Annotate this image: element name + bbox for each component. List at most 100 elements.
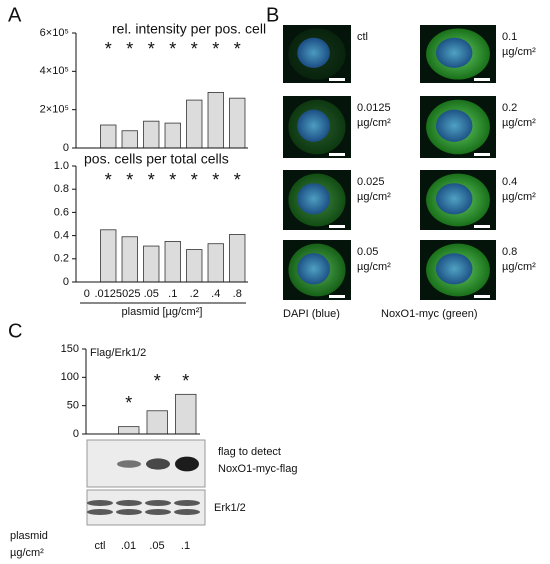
x-tick-label: .0125: [94, 288, 122, 300]
x-tick-label: .025: [119, 288, 140, 300]
x-tick-label: 0: [84, 288, 90, 300]
image-label: µg/cm²: [357, 191, 391, 203]
bar: [164, 240, 181, 283]
cell-nucleus: [297, 37, 330, 68]
significance-marker: *: [126, 170, 133, 190]
x-tick-label: .05: [144, 288, 159, 300]
image-label: µg/cm²: [502, 191, 536, 203]
chart-title: pos. cells per total cells: [84, 151, 229, 167]
y-tick-label: 50: [67, 400, 79, 412]
significance-marker: *: [191, 170, 198, 190]
image-label: 0.025: [357, 176, 385, 188]
chart-title: rel. intensity per pos. cell: [112, 21, 266, 37]
scale-bar: [329, 295, 345, 298]
image-caption: NoxO1-myc (green): [381, 308, 478, 320]
bar: [229, 97, 246, 149]
y-tick-label: 4×10⁵: [40, 65, 69, 77]
y-tick-label: 1.0: [54, 160, 69, 172]
scale-bar: [474, 295, 490, 298]
image-label: 0.4: [502, 176, 517, 188]
bar: [229, 234, 246, 283]
bar: [121, 236, 138, 283]
significance-marker: *: [169, 39, 176, 59]
y-tick-label: 0.2: [54, 253, 69, 265]
bar: [186, 249, 203, 283]
significance-marker: *: [212, 39, 219, 59]
blot-band: [87, 500, 113, 506]
panel-label: A: [8, 4, 22, 26]
blot-band: [145, 500, 171, 506]
significance-marker: *: [126, 39, 133, 59]
image-caption: DAPI (blue): [283, 308, 340, 320]
y-tick-label: 0: [73, 428, 79, 440]
blot-label: flag to detect: [218, 446, 281, 458]
y-tick-label: 6×10⁵: [40, 27, 69, 39]
blot-x-label: plasmid: [10, 530, 48, 542]
x-tick-label: .2: [190, 288, 199, 300]
y-tick-label: 150: [61, 343, 79, 355]
significance-marker: *: [105, 170, 112, 190]
y-tick-label: 0.8: [54, 183, 69, 195]
cell-nucleus: [435, 253, 473, 285]
blot-label: Erk1/2: [214, 502, 246, 514]
image-label: µg/cm²: [502, 46, 536, 58]
significance-marker: *: [148, 170, 155, 190]
image-label: µg/cm²: [357, 117, 391, 129]
scale-bar: [329, 78, 345, 81]
blot-band: [145, 509, 171, 515]
image-label: µg/cm²: [502, 261, 536, 273]
y-tick-label: 100: [61, 371, 79, 383]
scale-bar: [329, 153, 345, 156]
significance-marker: *: [234, 39, 241, 59]
image-label: 0.0125: [357, 102, 391, 114]
bar: [100, 124, 117, 149]
scale-bar: [474, 225, 490, 228]
blot-band: [87, 509, 113, 515]
bar: [118, 426, 140, 435]
scale-bar: [329, 225, 345, 228]
significance-marker: *: [154, 371, 161, 391]
cell-nucleus: [297, 183, 330, 215]
cell-nucleus: [435, 37, 473, 68]
x-tick-label: .05: [149, 540, 164, 552]
blot-x-label: µg/cm²: [10, 547, 44, 559]
image-label: 0.1: [502, 31, 517, 43]
significance-marker: *: [169, 170, 176, 190]
bar: [186, 99, 203, 149]
x-axis-label: plasmid [µg/cm²]: [122, 306, 203, 318]
scale-bar: [474, 78, 490, 81]
image-label: µg/cm²: [357, 261, 391, 273]
significance-marker: *: [125, 393, 132, 413]
image-label: 0.8: [502, 246, 517, 258]
chart-title: Flag/Erk1/2: [90, 347, 146, 359]
y-tick-label: 0: [63, 142, 69, 154]
bar: [146, 410, 168, 435]
x-tick-label: .4: [211, 288, 220, 300]
significance-marker: *: [182, 371, 189, 391]
blot-band: [174, 500, 200, 506]
bar: [121, 130, 138, 149]
image-label: ctl: [357, 31, 368, 43]
bar: [175, 393, 197, 435]
bar: [143, 120, 160, 149]
x-tick-label: .01: [121, 540, 136, 552]
x-tick-label: ctl: [95, 540, 106, 552]
blot-band: [117, 460, 141, 468]
x-tick-label: .1: [168, 288, 177, 300]
scale-bar: [474, 153, 490, 156]
blot-band: [175, 456, 199, 472]
image-label: 0.2: [502, 102, 517, 114]
y-tick-label: 0.4: [54, 230, 69, 242]
bar: [207, 92, 224, 149]
image-label: 0.05: [357, 246, 378, 258]
panel-label: C: [8, 320, 22, 342]
cell-nucleus: [435, 183, 473, 215]
significance-marker: *: [105, 39, 112, 59]
x-tick-label: .1: [181, 540, 190, 552]
image-label: µg/cm²: [502, 117, 536, 129]
y-tick-label: 0.6: [54, 206, 69, 218]
cell-nucleus: [297, 253, 330, 285]
significance-marker: *: [212, 170, 219, 190]
significance-marker: *: [234, 170, 241, 190]
